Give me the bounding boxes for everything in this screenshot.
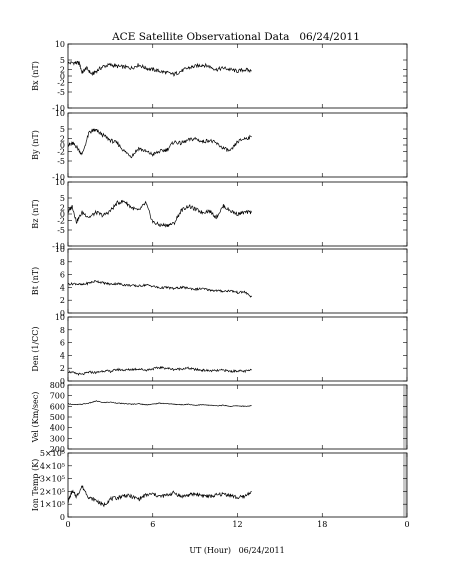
y-tick-label: 0 <box>60 377 65 386</box>
y-axis-label: By (nT) <box>31 130 40 160</box>
series-line-by <box>67 128 252 159</box>
y-tick-label: -2 <box>57 216 65 225</box>
chart-title: ACE Satellite Observational Data 06/24/2… <box>111 31 360 43</box>
y-tick-label: 2 <box>60 364 65 373</box>
series-line-bx <box>67 60 252 77</box>
y-tick-label: 4 <box>60 351 65 360</box>
y-tick-label: 5 <box>60 125 65 134</box>
panel-frame <box>67 112 408 178</box>
panel-frame <box>67 43 408 109</box>
y-tick-label: 2 <box>60 296 65 305</box>
y-tick-label: 10 <box>55 40 65 49</box>
y-tick-label: 5 <box>60 56 65 65</box>
panel-frame <box>67 384 408 450</box>
y-axis-label: Ion Temp (K) <box>31 459 40 512</box>
x-tick-label: 18 <box>317 520 327 529</box>
y-tick-label: 6 <box>60 271 65 280</box>
y-tick-label: 600 <box>50 402 65 411</box>
y-tick-label: 400 <box>50 424 65 433</box>
y-tick-label: 5 <box>60 194 65 203</box>
y-tick-label: 8 <box>60 258 65 267</box>
y-tick-label: -10 <box>52 242 65 251</box>
y-axis-label: Den (1/CC) <box>31 326 40 371</box>
y-axis-label: Vel (Km/sec) <box>31 392 40 444</box>
y-tick-label: -2 <box>57 78 65 87</box>
y-tick-label: 0 <box>60 141 65 150</box>
y-tick-label: 2 <box>60 204 65 213</box>
x-tick-label: 0 <box>404 520 409 529</box>
y-tick-label: 300 <box>50 434 65 443</box>
y-axis-label: Bt (nT) <box>31 267 40 295</box>
series-line-vel <box>67 400 252 408</box>
y-tick-label: -10 <box>52 104 65 113</box>
panel-by: 10 520-2-5 -10 By (nT) <box>31 109 408 182</box>
y-tick-label: 5×10⁵ <box>40 449 65 458</box>
x-axis-label: UT (Hour) 06/24/2011 <box>189 546 284 555</box>
y-tick-label: 4×10⁵ <box>40 462 65 471</box>
y-tick-label: -2 <box>57 147 65 156</box>
y-tick-label: 10 <box>55 245 65 254</box>
panel-frame <box>67 452 408 518</box>
y-tick-label: 6 <box>60 339 65 348</box>
y-tick-label: 500 <box>50 413 65 422</box>
y-tick-label: -10 <box>52 173 65 182</box>
series-line-bz <box>67 199 252 228</box>
y-tick-label: 1×10⁵ <box>40 500 65 509</box>
y-tick-label: 800 <box>50 381 65 390</box>
no-data-shade <box>403 454 407 516</box>
y-tick-label: 0 <box>60 309 65 318</box>
series-line-bt <box>67 280 252 298</box>
y-axis-label: Bz (nT) <box>31 199 40 228</box>
y-tick-label: -5 <box>57 157 65 166</box>
panel-bx: 10 520-2-5 -10 Bx (nT) <box>31 40 408 113</box>
panel-frame <box>67 248 408 314</box>
x-tick-label: 6 <box>150 520 155 529</box>
y-tick-label: 200 <box>50 445 65 454</box>
y-tick-label: -5 <box>57 226 65 235</box>
panel-bt: 10 8 6 4 2 0 Bt (nT) <box>31 245 408 318</box>
y-tick-label: 2×10⁵ <box>40 487 65 496</box>
series-line-ion-temp <box>67 485 252 508</box>
panel-frame <box>67 181 408 247</box>
panel-ion-temp: 5×10⁵ 4×10⁵ 3×10⁵ 2×10⁵ 1×10⁵ 0 Ion Temp (K) <box>31 449 408 522</box>
y-tick-label: 2 <box>60 66 65 75</box>
x-axis: 0 6 12 18 0 <box>65 520 409 529</box>
y-tick-label: 10 <box>55 313 65 322</box>
y-tick-label: 3×10⁵ <box>40 475 65 484</box>
y-tick-label: -5 <box>57 88 65 97</box>
y-tick-label: 10 <box>55 178 65 187</box>
x-tick-label: 12 <box>232 520 242 529</box>
y-tick-label: 0 <box>60 513 65 522</box>
y-tick-label: 10 <box>55 109 65 118</box>
y-axis-label: Bx (nT) <box>31 61 40 91</box>
y-tick-label: 0 <box>60 210 65 219</box>
panel-den: 10 8 6 4 2 0 Den (1/CC) <box>31 313 408 386</box>
y-tick-label: 2 <box>60 135 65 144</box>
y-tick-label: 0 <box>60 72 65 81</box>
y-tick-label: 4 <box>60 283 65 292</box>
y-tick-label: 8 <box>60 326 65 335</box>
series-line-den <box>67 365 252 376</box>
y-tick-label: 700 <box>50 392 65 401</box>
x-tick-label: 0 <box>65 520 70 529</box>
panel-bz: 10 520-2-5 -10 Bz (nT) <box>31 178 408 251</box>
